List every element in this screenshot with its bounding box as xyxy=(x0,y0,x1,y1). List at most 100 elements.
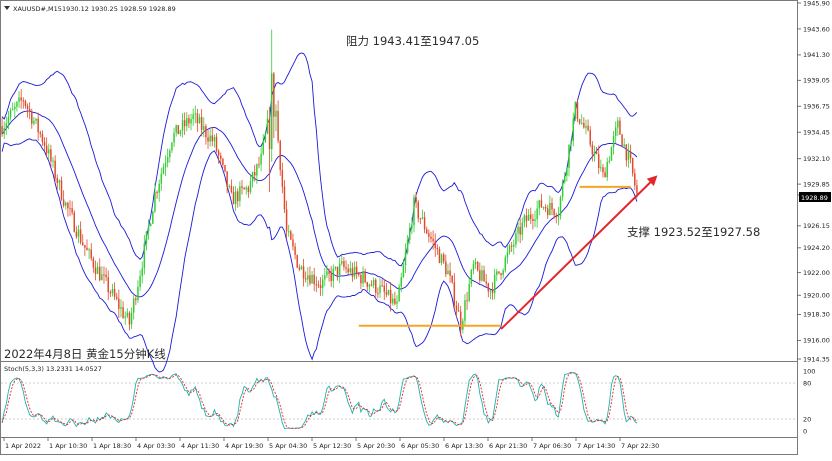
candle-body xyxy=(383,285,386,292)
candle-body xyxy=(368,284,371,287)
candle-body xyxy=(234,191,237,205)
candle-body xyxy=(585,125,587,128)
candle-body xyxy=(198,117,201,124)
candle-body xyxy=(636,185,638,194)
candle-body xyxy=(169,150,171,158)
candle-body xyxy=(79,229,82,243)
price-axis: 1945.90 1943.60 1941.30 1939.05 1936.75 1934.… xyxy=(797,0,830,363)
candle-body xyxy=(559,196,562,216)
candle-body xyxy=(513,244,515,247)
candle-body xyxy=(508,245,511,253)
candle-body xyxy=(470,270,473,284)
stoch-level-label: 80 xyxy=(803,379,811,387)
candle-body xyxy=(194,113,197,115)
candle-body xyxy=(468,283,470,301)
candle-body xyxy=(147,225,150,232)
candle-body xyxy=(122,307,124,318)
candle-body xyxy=(196,113,199,124)
candle-body xyxy=(58,180,61,183)
candle-body xyxy=(24,100,27,107)
dropdown-triangle-icon[interactable] xyxy=(4,6,10,10)
time-tick-label: 6 Apr 21:30 xyxy=(489,442,527,450)
candle-body xyxy=(103,274,105,276)
candle-body xyxy=(96,266,99,274)
candle-body xyxy=(237,191,239,202)
time-tick-label: 5 Apr 04:30 xyxy=(269,442,307,450)
candle-body xyxy=(175,125,177,133)
candle-body xyxy=(330,273,332,281)
stochastic-oscillator: 100 80 20 0 xyxy=(1,367,815,435)
candle-body xyxy=(65,202,67,206)
candle-body xyxy=(553,209,555,216)
stoch-signal-line xyxy=(1,372,638,429)
candle-body xyxy=(400,277,402,287)
candle-body xyxy=(434,241,436,248)
price-tick-label: 1945.90 xyxy=(803,0,830,7)
candle-body xyxy=(75,231,78,237)
candle-body xyxy=(241,186,243,188)
candle-body xyxy=(379,285,381,294)
candle-body xyxy=(341,261,343,264)
time-tick-label: 7 Apr 14:30 xyxy=(577,442,615,450)
candle-body xyxy=(270,73,273,150)
candle-body xyxy=(281,170,284,187)
candle-body xyxy=(489,290,492,292)
time-axis: 1 Apr 2022 1 Apr 10:30 1 Apr 18:30 4 Apr 03… xyxy=(3,437,659,450)
candle-body xyxy=(617,120,619,128)
candle-body xyxy=(375,279,377,293)
stoch-level-label: 20 xyxy=(803,415,811,423)
candle-body xyxy=(551,202,553,210)
candle-body xyxy=(370,284,373,286)
candle-body xyxy=(94,267,97,274)
candle-body xyxy=(428,233,430,237)
candle-body xyxy=(319,285,322,288)
candle-body xyxy=(56,177,59,183)
candle-body xyxy=(438,249,441,264)
candle-body xyxy=(487,283,490,292)
price-tick-label: 1939.05 xyxy=(803,77,830,85)
candle-body xyxy=(258,164,260,166)
price-tick-label: 1941.30 xyxy=(803,51,830,59)
candle-body xyxy=(608,160,611,163)
candle-body xyxy=(128,312,131,325)
candle-body xyxy=(11,109,14,111)
candle-body xyxy=(557,215,560,218)
stoch-level-label: 0 xyxy=(803,427,807,435)
candle-body xyxy=(230,185,233,193)
candle-body xyxy=(324,275,326,280)
candlesticks xyxy=(1,29,638,337)
candle-body xyxy=(479,270,481,281)
candle-body xyxy=(430,236,432,239)
candle-body xyxy=(347,268,349,273)
candle-body xyxy=(542,207,545,209)
candle-body xyxy=(211,135,214,142)
candle-body xyxy=(145,231,148,244)
candle-body xyxy=(52,160,54,162)
candle-body xyxy=(277,110,279,141)
price-tick-label: 1916.00 xyxy=(803,337,830,345)
candle-body xyxy=(377,292,379,294)
candle-body xyxy=(290,231,292,240)
candle-body xyxy=(634,173,636,186)
candle-body xyxy=(381,285,383,287)
candle-body xyxy=(73,212,75,232)
candle-body xyxy=(525,215,528,221)
candle-body xyxy=(54,160,56,178)
candle-body xyxy=(404,252,407,266)
candle-body xyxy=(425,229,428,234)
time-tick-label: 1 Apr 2022 xyxy=(5,442,41,450)
candle-body xyxy=(31,111,33,124)
candle-body xyxy=(62,199,65,206)
candle-body xyxy=(498,271,500,274)
candle-body xyxy=(583,123,585,128)
price-tick-label: 1932.10 xyxy=(803,155,830,163)
candle-body xyxy=(86,247,88,251)
price-tick-label: 1920.00 xyxy=(803,292,830,300)
candle-body xyxy=(364,272,366,283)
candle-body xyxy=(402,265,405,278)
candle-body xyxy=(519,226,521,235)
time-tick-label: 1 Apr 18:30 xyxy=(93,442,131,450)
candle-body xyxy=(510,245,513,247)
candle-body xyxy=(307,275,309,280)
